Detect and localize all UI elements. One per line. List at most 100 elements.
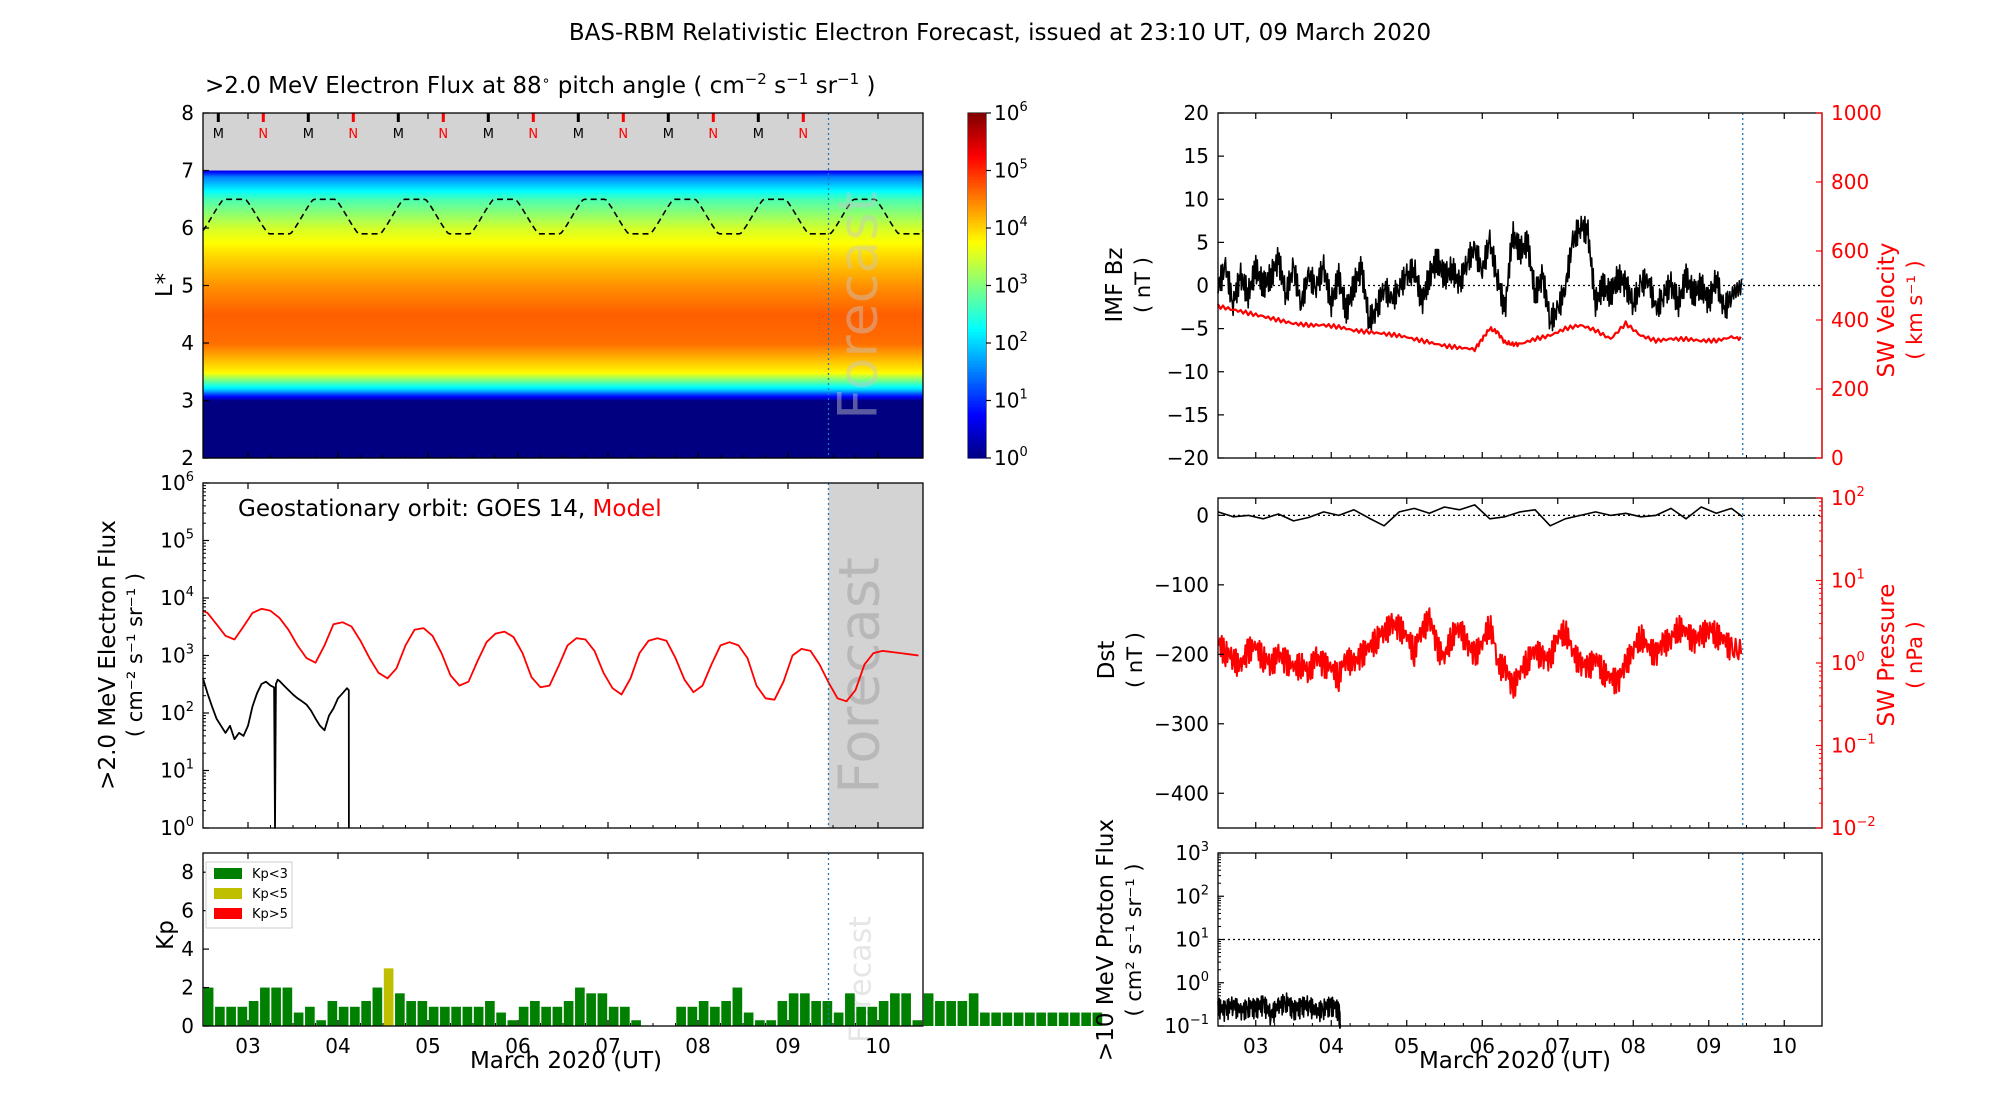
heatmap-cell xyxy=(203,309,923,312)
kp-bar xyxy=(867,1006,878,1026)
heatmap-cell xyxy=(203,325,923,328)
panel4-ylabel-line2: ( nT ) xyxy=(1131,257,1155,313)
mn-marker-label: M xyxy=(663,127,674,142)
heatmap-cell xyxy=(203,401,923,404)
heatmap-cell xyxy=(203,408,923,411)
x-tick-label: 05 xyxy=(1394,1034,1419,1058)
kp-bar xyxy=(766,1020,776,1026)
colorbar-segment xyxy=(968,320,986,324)
mn-marker-label: M xyxy=(393,127,404,142)
heatmap-cell xyxy=(203,241,923,244)
colorbar-segment xyxy=(968,397,986,402)
colorbar-segment xyxy=(968,331,986,335)
colorbar-segment xyxy=(968,360,986,364)
heatmap-cell xyxy=(203,332,923,335)
heatmap-cell xyxy=(203,405,923,407)
kp-bar xyxy=(271,987,281,1026)
colorbar-segment xyxy=(968,159,986,163)
colorbar-segment xyxy=(968,124,986,128)
colorbar-segment xyxy=(968,153,986,157)
panel4-y2label-line2: ( km s⁻¹ ) xyxy=(1903,260,1927,359)
heatmap-cell xyxy=(203,351,923,353)
y-tick-label: 0 xyxy=(1196,274,1209,298)
y-tick-label: 10 xyxy=(1184,187,1209,211)
heatmap-cell xyxy=(203,200,923,203)
x-tick-label: 03 xyxy=(1243,1034,1268,1058)
kp-bar xyxy=(338,1006,349,1026)
heatmap-cell xyxy=(203,385,923,388)
colorbar-segment xyxy=(968,285,986,289)
kp-bar xyxy=(912,1020,923,1026)
kp-bar xyxy=(800,993,810,1026)
heatmap-cell xyxy=(203,307,923,310)
heatmap-cell xyxy=(203,423,923,426)
y-tick-label: 100 xyxy=(1831,650,1865,675)
heatmap-cell xyxy=(203,188,923,191)
heatmap-cell xyxy=(203,274,923,276)
colorbar-segment xyxy=(968,268,986,272)
colorbar-segment xyxy=(968,294,986,298)
heatmap-cell xyxy=(203,451,923,453)
heatmap-cell xyxy=(203,436,923,438)
colorbar-tick-label: 105 xyxy=(994,158,1028,183)
colorbar-segment xyxy=(968,389,986,393)
y-tick-label: 101 xyxy=(1175,927,1209,952)
heatmap-cell xyxy=(203,322,923,325)
kp-bar xyxy=(237,1006,248,1026)
heatmap-cell xyxy=(203,323,923,326)
colorbar-segment xyxy=(968,228,986,232)
kp-bar xyxy=(260,987,270,1026)
heatmap-cell xyxy=(203,308,923,311)
x-tick-label: 10 xyxy=(865,1034,890,1058)
panel4-y2label-line1: SW Velocity xyxy=(1874,243,1900,378)
colorbar-segment xyxy=(968,222,986,226)
kp-bar xyxy=(732,987,743,1026)
colorbar-segment xyxy=(968,394,986,399)
colorbar-segment xyxy=(968,366,986,370)
heatmap-cell xyxy=(203,380,923,383)
colorbar-segment xyxy=(968,322,986,327)
heatmap-cell xyxy=(203,287,923,290)
heatmap-cell xyxy=(203,444,923,446)
heatmap-cell xyxy=(203,286,923,289)
y-tick-label: 4 xyxy=(181,331,194,355)
heatmap-cell xyxy=(203,215,923,218)
heatmap-cell xyxy=(203,432,923,435)
colorbar-segment xyxy=(968,210,986,215)
heatmap-cell xyxy=(203,333,923,336)
colorbar-segment xyxy=(968,115,986,120)
colorbar-segment xyxy=(968,133,986,137)
heatmap-cell xyxy=(203,205,923,207)
colorbar-tick-label: 102 xyxy=(994,330,1028,355)
colorbar-gradient xyxy=(968,113,986,459)
colorbar-segment xyxy=(968,161,986,166)
kp-bar xyxy=(980,1012,990,1026)
kp-bar xyxy=(586,993,596,1026)
kp-bar xyxy=(721,1001,731,1026)
y-tick-label: 8 xyxy=(181,860,194,884)
colorbar-segment xyxy=(968,288,986,292)
y-tick-label: 7 xyxy=(181,159,194,183)
heatmap-cell xyxy=(203,448,923,451)
heatmap-cell xyxy=(203,297,923,299)
colorbar-segment xyxy=(968,253,986,258)
y-tick-label: 200 xyxy=(1831,377,1869,401)
heatmap-cell xyxy=(203,338,923,341)
heatmap-cell xyxy=(203,233,923,236)
heatmap-cell xyxy=(203,175,923,177)
heatmap-cell xyxy=(203,420,923,422)
heatmap-cell xyxy=(203,206,923,208)
heatmap-cell xyxy=(203,234,923,237)
heatmap-cell xyxy=(203,271,923,274)
heatmap-cell xyxy=(203,228,923,230)
heatmap-cell xyxy=(203,202,923,205)
heatmap-cell xyxy=(203,399,923,402)
heatmap-cell xyxy=(203,203,923,206)
heatmap-cell xyxy=(203,272,923,275)
colorbar-tick-label: 101 xyxy=(994,388,1028,413)
kp-bar xyxy=(361,1001,371,1026)
heatmap-cell xyxy=(203,290,923,292)
y-tick-label: 0 xyxy=(1196,503,1209,527)
colorbar-segment xyxy=(968,219,986,223)
